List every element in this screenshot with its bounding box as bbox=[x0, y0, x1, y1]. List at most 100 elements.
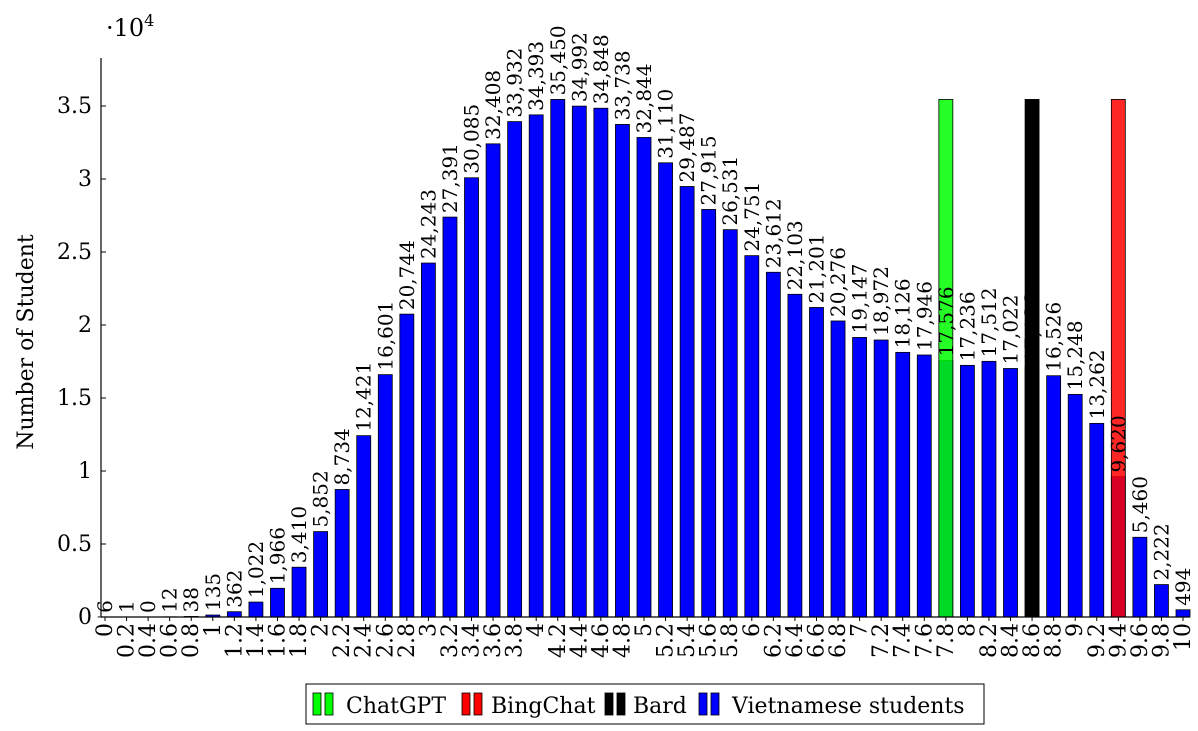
x-tick-label: 2.2 bbox=[330, 623, 355, 658]
data-label-3_2: 27,391 bbox=[438, 143, 462, 213]
y-tick-label: 1.5 bbox=[57, 386, 92, 411]
legend-label-bard: Bard bbox=[633, 694, 687, 719]
bar-2_6 bbox=[377, 374, 393, 618]
data-label-5_4: 29,487 bbox=[675, 113, 699, 183]
data-label-1_2: 362 bbox=[222, 570, 246, 608]
legend-item-bard: Bard bbox=[604, 692, 687, 719]
x-tick-label: 8 bbox=[955, 623, 980, 637]
bar-5 bbox=[636, 137, 652, 618]
x-tick-label: 9.6 bbox=[1128, 623, 1153, 658]
data-label-6_2: 23,612 bbox=[761, 198, 785, 268]
legend-swatch-chatgpt bbox=[312, 692, 322, 716]
x-tick-label: 8.2 bbox=[977, 623, 1002, 658]
x-tick-label: 0 bbox=[93, 623, 118, 637]
bar-3_4 bbox=[464, 177, 479, 618]
data-label-4_6: 34,848 bbox=[589, 34, 613, 104]
data-label-7_6: 17,946 bbox=[912, 281, 936, 351]
data-label-4_4: 34,992 bbox=[567, 32, 591, 102]
bar-1_4 bbox=[248, 601, 264, 618]
bar-10 bbox=[1175, 609, 1191, 618]
data-label-6_6: 21,201 bbox=[804, 233, 828, 303]
bar-7_6 bbox=[916, 354, 932, 618]
legend-item-vietnamese-students: Vietnamese students bbox=[698, 692, 965, 719]
data-label-4: 34,393 bbox=[524, 41, 548, 111]
x-tick-label: 3.6 bbox=[481, 623, 506, 658]
x-tick-label: 0.8 bbox=[179, 623, 204, 658]
bar-8_4 bbox=[1003, 368, 1018, 618]
data-label-8_8: 16,526 bbox=[1042, 302, 1066, 372]
legend-label-vietnamese-students: Vietnamese students bbox=[731, 694, 965, 719]
x-tick-label: 10 bbox=[1171, 623, 1196, 651]
x-tick-label: 3.2 bbox=[438, 623, 463, 658]
axes-layer bbox=[100, 58, 1190, 618]
bar-2 bbox=[313, 531, 329, 618]
legend-swatch-students bbox=[698, 692, 708, 716]
bar-4_6 bbox=[593, 107, 609, 618]
data-label-7_8: 17,576 bbox=[934, 286, 958, 356]
bar-4_2 bbox=[550, 99, 566, 618]
x-tick-label: 4.2 bbox=[546, 623, 571, 658]
bar-9_6 bbox=[1132, 536, 1148, 618]
x-tick-label: 0.4 bbox=[136, 623, 161, 658]
x-tick-label: 1.4 bbox=[244, 623, 269, 658]
x-tick-label: 0.2 bbox=[115, 623, 140, 658]
bar-5_6 bbox=[701, 209, 717, 618]
data-label-8_2: 17,512 bbox=[977, 287, 1001, 357]
data-label-0: 6 bbox=[93, 600, 117, 613]
bar-2_2 bbox=[334, 489, 350, 618]
y-scale-label: ·104 bbox=[106, 11, 154, 42]
x-tick-label: 7.8 bbox=[934, 623, 959, 658]
data-labels-layer: 61012381353621,0221,9663,4105,8528,73412… bbox=[93, 25, 1195, 613]
bar-3 bbox=[420, 262, 436, 618]
data-label-3_6: 32,408 bbox=[481, 70, 505, 140]
x-tick-label: 5.4 bbox=[675, 623, 700, 658]
data-label-0_2: 1 bbox=[115, 600, 139, 613]
x-ticks-layer: 00.20.40.60.811.21.41.61.822.22.42.62.83… bbox=[93, 617, 1196, 658]
x-tick-label: 7.2 bbox=[869, 623, 894, 658]
bar-6_8 bbox=[830, 320, 846, 618]
x-tick-label: 7.4 bbox=[891, 623, 916, 658]
bar-3_6 bbox=[485, 143, 501, 618]
data-label-1_8: 3,410 bbox=[287, 506, 311, 563]
x-tick-label: 4.6 bbox=[589, 623, 614, 658]
data-label-9_4: 9,620 bbox=[1106, 415, 1130, 472]
data-label-4_2: 35,450 bbox=[546, 25, 570, 95]
marker-bar-bingchat bbox=[1110, 99, 1126, 618]
y-tick-label: 2.5 bbox=[57, 240, 92, 265]
bar-3_2 bbox=[442, 216, 458, 618]
y-tick-label: 2 bbox=[78, 313, 92, 338]
x-tick-label: 9.2 bbox=[1085, 623, 1110, 658]
x-tick-label: 6.6 bbox=[804, 623, 829, 658]
x-tick-label: 8.6 bbox=[1020, 623, 1045, 658]
legend-swatch-bingchat-2 bbox=[473, 692, 483, 716]
x-tick-label: 5 bbox=[632, 623, 657, 637]
bar-5_2 bbox=[658, 162, 673, 618]
bar-1_8 bbox=[291, 566, 307, 618]
x-tick-label: 1.6 bbox=[265, 623, 290, 658]
x-tick-label: 3.4 bbox=[460, 623, 485, 658]
bar-8 bbox=[960, 364, 975, 618]
bar-4 bbox=[528, 114, 544, 618]
bar-7_2 bbox=[873, 339, 889, 618]
x-tick-label: 8.4 bbox=[999, 623, 1024, 658]
x-tick-label: 9.8 bbox=[1149, 623, 1174, 658]
data-label-9_2: 13,262 bbox=[1085, 349, 1109, 419]
bar-7_4 bbox=[895, 351, 911, 618]
x-tick-label: 4.8 bbox=[610, 623, 635, 658]
x-tick-label: 2 bbox=[309, 623, 334, 637]
bar-9_2 bbox=[1089, 422, 1105, 618]
data-label-0_4: 0 bbox=[136, 600, 160, 613]
legend-item-chatgpt: ChatGPT bbox=[312, 692, 446, 719]
x-tick-label: 5.8 bbox=[718, 623, 743, 658]
bar-9_8 bbox=[1154, 584, 1169, 618]
y-tick-label: 0 bbox=[78, 605, 92, 630]
data-label-7_4: 18,126 bbox=[891, 278, 915, 348]
x-tick-label: 8.8 bbox=[1042, 623, 1067, 658]
legend: ChatGPT BingChat Bard Vietnamese student… bbox=[305, 683, 985, 725]
x-tick-label: 2.6 bbox=[373, 623, 398, 658]
legend-label-bingchat: BingChat bbox=[491, 694, 596, 719]
data-label-5: 32,844 bbox=[632, 63, 656, 133]
bar-2_4 bbox=[356, 435, 372, 618]
bar-1_6 bbox=[270, 587, 285, 618]
